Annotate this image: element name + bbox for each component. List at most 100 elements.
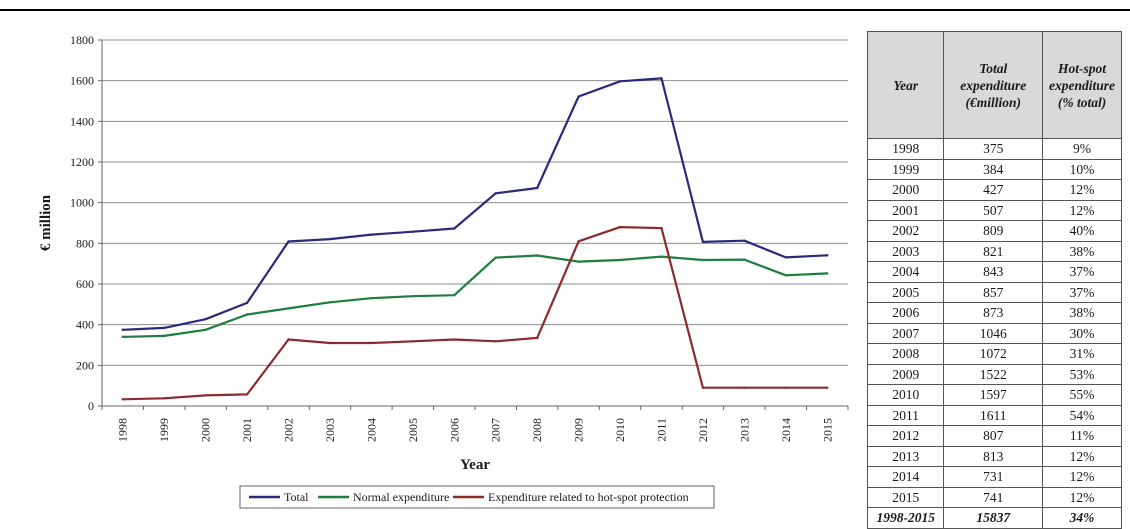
x-tick-label: 2009 xyxy=(572,418,586,442)
table-cell-year: 2010 xyxy=(866,384,945,406)
table-cell-year: 2005 xyxy=(866,281,945,303)
table-cell-total: 375 xyxy=(943,138,1044,160)
x-tick-label: 1998 xyxy=(116,418,130,442)
table-cell-total: 1046 xyxy=(943,322,1044,344)
table-cell-total: 741 xyxy=(943,486,1044,508)
table-cell-hotspot-pct: 55% xyxy=(1042,384,1122,406)
y-tick-label: 1800 xyxy=(70,33,94,47)
data-point xyxy=(370,233,373,236)
data-point xyxy=(618,258,622,262)
data-point xyxy=(743,239,746,242)
data-point xyxy=(370,341,373,345)
table-cell-year: 1998 xyxy=(866,138,945,160)
data-point xyxy=(535,186,539,190)
table-cell-total: 1522 xyxy=(943,363,1044,385)
table-row: 2013 813 12% xyxy=(866,445,1122,467)
y-tick-label: 1400 xyxy=(70,114,94,128)
data-point xyxy=(204,394,207,397)
table-total-period: 1998-2015 xyxy=(866,507,945,529)
y-tick-label: 0 xyxy=(88,399,94,413)
data-point xyxy=(494,192,497,195)
x-axis-title: Year xyxy=(460,457,490,473)
table-cell-year: 2011 xyxy=(866,404,945,426)
table-row: 2001 507 12% xyxy=(866,199,1122,221)
table-cell-total: 507 xyxy=(943,199,1044,221)
x-tick-label: 2014 xyxy=(779,418,793,442)
series-line-total xyxy=(122,77,828,331)
table-cell-total: 809 xyxy=(943,220,1044,242)
data-point xyxy=(453,338,456,341)
table-header-hotspot-share: Hot-spot expenditure (% total) xyxy=(1042,31,1122,139)
table-cell-hotspot-pct: 12% xyxy=(1042,445,1122,467)
data-point xyxy=(245,313,249,316)
table-cell-total: 427 xyxy=(943,179,1044,201)
y-tick-label: 1600 xyxy=(70,74,94,88)
table-cell-total: 821 xyxy=(943,240,1044,262)
y-tick-label: 600 xyxy=(76,277,94,291)
data-point xyxy=(287,307,290,310)
table-row: 1998 375 9% xyxy=(866,138,1122,160)
table-cell-hotspot-pct: 37% xyxy=(1042,261,1122,283)
data-point xyxy=(162,334,166,338)
data-point xyxy=(121,335,124,339)
y-tick-label: 1200 xyxy=(70,155,94,169)
table-row: 2004 843 37% xyxy=(866,261,1122,283)
y-tick-label: 400 xyxy=(76,318,94,332)
table-row: 2003 821 38% xyxy=(866,240,1122,262)
table-cell-year: 2008 xyxy=(866,343,945,365)
table-row: 1999 384 10% xyxy=(866,158,1122,180)
table-row: 2005 857 37% xyxy=(866,281,1122,303)
data-point xyxy=(660,255,663,258)
data-point xyxy=(162,397,166,400)
table-cell-total: 731 xyxy=(943,466,1044,488)
x-tick-label: 2011 xyxy=(655,418,669,442)
data-point xyxy=(784,256,788,259)
table-cell-hotspot-pct: 38% xyxy=(1042,240,1122,262)
table-cell-hotspot-pct: 9% xyxy=(1042,138,1122,160)
data-point xyxy=(121,328,124,331)
table-header-year: Year xyxy=(866,31,945,139)
table-row: 2010 1597 55% xyxy=(866,384,1122,406)
data-point xyxy=(660,77,663,80)
table-row: 2011 1611 54% xyxy=(866,404,1122,426)
data-point xyxy=(411,230,415,233)
table-total-expenditure: 15837 xyxy=(943,507,1044,529)
data-point xyxy=(494,256,497,259)
table-cell-hotspot-pct: 12% xyxy=(1042,179,1122,201)
table-cell-year: 2007 xyxy=(866,322,945,344)
x-tick-label: 2004 xyxy=(364,418,378,442)
data-point xyxy=(826,386,829,389)
x-tick-label: 1999 xyxy=(157,418,171,442)
table-row: 2008 1072 31% xyxy=(866,343,1122,365)
table-cell-hotspot-pct: 11% xyxy=(1042,425,1122,447)
y-axis-title: € million xyxy=(38,194,54,251)
data-point xyxy=(245,393,249,396)
series-line-normal-expenditure xyxy=(122,254,828,338)
table-cell-year: 2014 xyxy=(866,466,945,488)
table-header-row: Year Total expenditure (€million) Hot-sp… xyxy=(866,31,1122,139)
table-cell-year: 2000 xyxy=(866,179,945,201)
table-cell-hotspot-pct: 40% xyxy=(1042,220,1122,242)
x-tick-label: 2001 xyxy=(240,418,254,442)
table-cell-year: 2003 xyxy=(866,240,945,262)
y-tick-label: 200 xyxy=(76,358,94,372)
table-body: 1998 375 9% 1999 384 10% 2000 427 12% 2001 507 12% 2… xyxy=(866,138,1122,529)
table-cell-total: 807 xyxy=(943,425,1044,447)
data-point xyxy=(204,317,207,321)
table-cell-year: 2012 xyxy=(866,425,945,447)
table-cell-hotspot-pct: 37% xyxy=(1042,281,1122,303)
data-point xyxy=(577,240,580,243)
data-point xyxy=(577,95,580,98)
data-point xyxy=(701,386,705,389)
data-point xyxy=(411,340,415,343)
table-row: 2002 809 40% xyxy=(866,220,1122,242)
data-point xyxy=(577,260,580,263)
table-total-hotspot-pct: 34% xyxy=(1042,507,1122,529)
data-point xyxy=(121,398,124,401)
data-point xyxy=(618,225,622,229)
legend-label: Normal expenditure xyxy=(353,490,449,504)
x-tick-label: 2008 xyxy=(530,418,544,442)
table-cell-year: 2009 xyxy=(866,363,945,385)
line-chart: 0 200 400 600 800 1000 1200 1400 1600 1800 1998 199… xyxy=(38,33,849,509)
table-cell-year: 1999 xyxy=(866,158,945,180)
